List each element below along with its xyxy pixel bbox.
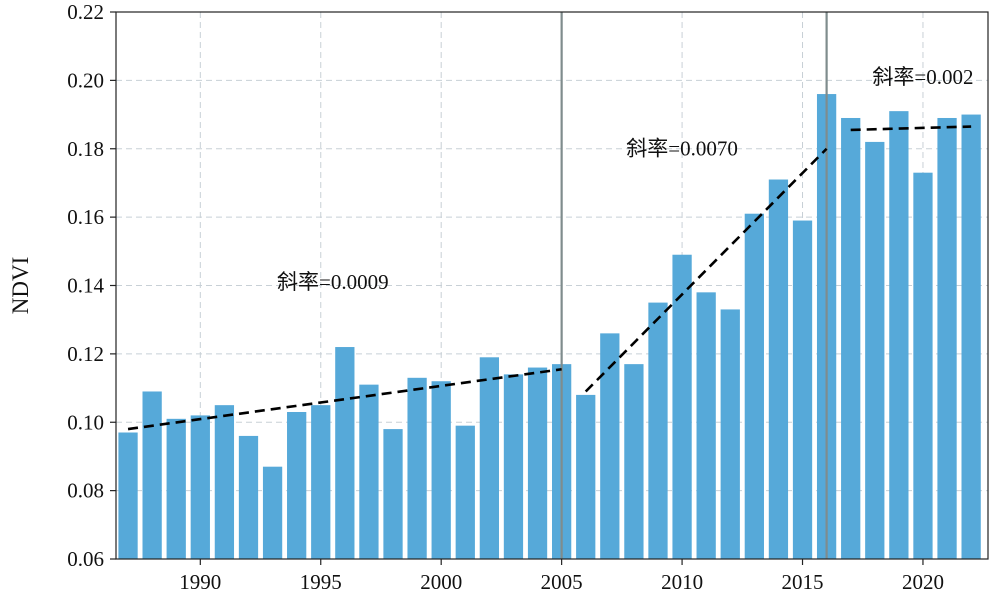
y-axis-title: NDVI	[8, 257, 33, 315]
bar-2011	[696, 292, 716, 559]
bar-2000	[431, 381, 451, 559]
bar-2001	[455, 425, 475, 559]
y-tick-label-0.08: 0.08	[67, 479, 104, 503]
bar-2015	[792, 220, 813, 559]
bar-2017	[841, 117, 861, 559]
bar-2018	[865, 141, 885, 559]
x-tick-label-2015: 2015	[782, 570, 824, 594]
bar-2013	[744, 213, 764, 560]
slope-label-1: 斜率=0.0009	[277, 270, 389, 294]
bar-2006	[576, 394, 596, 559]
bar-1997	[359, 384, 379, 559]
bar-2021	[937, 117, 957, 559]
breakpoint-lines	[560, 12, 828, 559]
bar-1994	[287, 411, 307, 559]
x-axis-ticks: 1990 1995 2000 2005 2010 2015 2020	[179, 559, 944, 594]
bar-1995	[311, 405, 331, 559]
bar-2009	[648, 302, 668, 559]
bar-1988	[142, 391, 162, 559]
bar-1992	[238, 435, 259, 559]
x-tick-label-2010: 2010	[661, 570, 703, 594]
bar-1989	[166, 418, 186, 559]
x-tick-label-1990: 1990	[179, 570, 221, 594]
bar-1998	[383, 429, 403, 559]
slope-annotations: 斜率=0.0009 斜率=0.0070 斜率=0.002	[277, 65, 974, 294]
bar-1987	[118, 432, 138, 559]
bar-1993	[262, 466, 283, 559]
bar-2019	[889, 111, 909, 560]
y-tick-label-0.06: 0.06	[67, 547, 104, 571]
x-tick-label-2000: 2000	[420, 570, 462, 594]
bar-2022	[961, 114, 981, 559]
trend-line-1	[127, 367, 562, 431]
y-tick-label-0.16: 0.16	[67, 205, 104, 229]
bar-1991	[214, 405, 235, 559]
bar-2007	[600, 333, 620, 559]
x-tick-label-1995: 1995	[300, 570, 342, 594]
bar-1996	[335, 347, 355, 559]
y-tick-label-0.22: 0.22	[67, 0, 104, 24]
y-tick-label-0.18: 0.18	[67, 137, 104, 161]
trend-lines	[127, 125, 972, 431]
x-tick-label-2020: 2020	[902, 570, 944, 594]
y-axis-ticks: 0.06 0.08 0.10 0.12 0.14 0.16 0.18 0.20 0.22	[67, 0, 116, 571]
bar-2014	[768, 179, 789, 560]
bar-2002	[479, 357, 500, 559]
trend-line-2	[584, 147, 828, 393]
bar-2010	[672, 254, 692, 559]
slope-label-3: 斜率=0.002	[872, 65, 973, 89]
y-tick-label-0.10: 0.10	[67, 410, 104, 434]
x-tick-label-2005: 2005	[541, 570, 583, 594]
trend-line-3	[850, 125, 972, 132]
y-tick-label-0.14: 0.14	[67, 274, 104, 298]
bar-2003	[503, 374, 524, 559]
bar-2012	[720, 309, 740, 559]
bar-2020	[913, 172, 933, 559]
y-tick-label-0.12: 0.12	[67, 342, 104, 366]
bar-2004	[527, 367, 548, 559]
slope-label-2: 斜率=0.0070	[626, 137, 738, 161]
y-tick-label-0.20: 0.20	[67, 68, 104, 92]
bar-1999	[407, 377, 427, 559]
bar-2008	[624, 364, 644, 559]
bars	[118, 94, 981, 560]
bar-1990	[190, 415, 210, 559]
